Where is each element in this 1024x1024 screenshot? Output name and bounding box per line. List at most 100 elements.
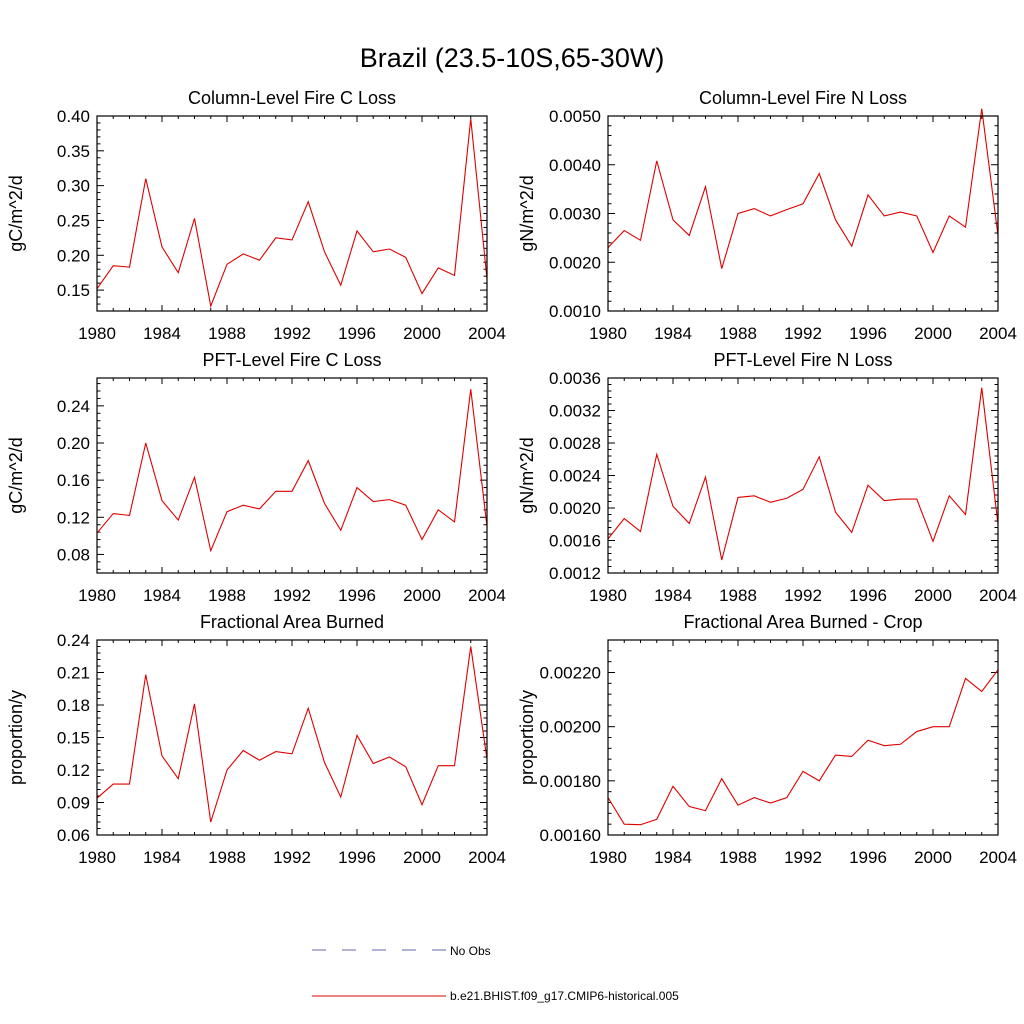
y-axis-label: proportion/y [6, 690, 26, 785]
x-tick-label: 2000 [403, 848, 441, 867]
y-tick-label: 0.0024 [549, 467, 601, 486]
y-axis-label: gN/m^2/d [517, 437, 537, 513]
y-tick-label: 0.0032 [549, 402, 601, 421]
panel-1: Column-Level Fire C Loss gC/m^2/d 1980 1984… [6, 88, 506, 343]
x-tick-label: 1980 [589, 848, 627, 867]
panel-4: PFT-Level Fire N Loss gN/m^2/d 1980 1984 198… [517, 350, 1017, 605]
y-tick-label: 0.0030 [549, 205, 601, 224]
panels: Column-Level Fire C Loss gC/m^2/d 1980 1984… [6, 88, 1017, 867]
x-tick-label: 1992 [784, 848, 822, 867]
x-tick-label: 1992 [784, 324, 822, 343]
series-line-1 [96, 389, 488, 553]
figure-title: Brazil (23.5-10S,65-30W) [360, 43, 665, 73]
y-tick-label: 0.25 [57, 211, 90, 230]
legend-label-model: b.e21.BHIST.f09_g17.CMIP6-historical.005 [450, 989, 679, 1003]
x-tick-label: 1988 [208, 324, 246, 343]
y-tick-label: 0.00200 [540, 718, 601, 737]
x-tick-label: 2000 [914, 586, 952, 605]
y-tick-label: 0.30 [57, 177, 90, 196]
panel-title: Fractional Area Burned [200, 612, 384, 632]
panel-title: PFT-Level Fire N Loss [713, 350, 892, 370]
x-tick-label: 1996 [338, 848, 376, 867]
x-tick-label: 1984 [143, 324, 181, 343]
x-tick-label: 1980 [589, 586, 627, 605]
series-line-1 [607, 387, 999, 561]
panel-3: PFT-Level Fire C Loss gC/m^2/d 1980 1984 198… [6, 350, 506, 605]
x-tick-label: 2004 [468, 324, 506, 343]
x-tick-label: 2000 [914, 848, 952, 867]
plot-frame [607, 115, 999, 312]
series-line-1 [96, 118, 488, 309]
y-tick-label: 0.09 [57, 794, 90, 813]
y-tick-label: 0.0012 [549, 564, 601, 583]
y-tick-label: 0.15 [57, 729, 90, 748]
x-tick-label: 2004 [979, 586, 1017, 605]
x-tick-label: 1984 [654, 324, 692, 343]
y-tick-label: 0.00220 [540, 664, 601, 683]
y-tick-label: 0.24 [57, 631, 90, 650]
panel-5: Fractional Area Burned proportion/y 1980 19… [6, 612, 506, 867]
x-tick-label: 2004 [468, 586, 506, 605]
panel-title: Column-Level Fire C Loss [188, 88, 396, 108]
y-tick-label: 0.0028 [549, 434, 601, 453]
x-tick-label: 1996 [338, 324, 376, 343]
y-axis-label: gN/m^2/d [517, 175, 537, 251]
x-tick-label: 1992 [784, 586, 822, 605]
x-tick-label: 1988 [719, 586, 757, 605]
y-tick-label: 0.16 [57, 471, 90, 490]
legend: No Obs b.e21.BHIST.f09_g17.CMIP6-histori… [312, 944, 679, 1003]
x-tick-label: 2000 [403, 324, 441, 343]
plot-frame [96, 115, 488, 312]
panel-title: Fractional Area Burned - Crop [683, 612, 922, 632]
y-tick-label: 0.12 [57, 761, 90, 780]
x-tick-label: 1984 [143, 848, 181, 867]
x-tick-label: 1988 [719, 848, 757, 867]
x-tick-label: 2004 [979, 848, 1017, 867]
y-tick-label: 0.0020 [549, 499, 601, 518]
y-tick-label: 0.20 [57, 434, 90, 453]
x-tick-label: 1988 [208, 848, 246, 867]
y-tick-label: 0.12 [57, 508, 90, 527]
y-axis-label: gC/m^2/d [6, 175, 26, 251]
y-axis-label: proportion/y [517, 690, 537, 785]
y-tick-label: 0.08 [57, 545, 90, 564]
x-tick-label: 1992 [273, 586, 311, 605]
x-tick-label: 1992 [273, 848, 311, 867]
plot-frame [96, 639, 488, 836]
legend-label-no-obs: No Obs [450, 944, 491, 958]
series-line-1 [607, 108, 999, 269]
y-tick-label: 0.00160 [540, 826, 601, 845]
x-tick-label: 2000 [914, 324, 952, 343]
x-tick-label: 1980 [78, 324, 116, 343]
x-tick-label: 1988 [208, 586, 246, 605]
plot-frame [96, 377, 488, 574]
panel-title: PFT-Level Fire C Loss [202, 350, 381, 370]
y-tick-label: 0.06 [57, 826, 90, 845]
x-tick-label: 1980 [78, 848, 116, 867]
y-tick-label: 0.0016 [549, 532, 601, 551]
y-tick-label: 0.00180 [540, 772, 601, 791]
y-tick-label: 0.20 [57, 246, 90, 265]
y-tick-label: 0.24 [57, 397, 90, 416]
series-line-1 [607, 669, 999, 826]
y-tick-label: 0.35 [57, 142, 90, 161]
y-tick-label: 0.21 [57, 664, 90, 683]
x-tick-label: 1988 [719, 324, 757, 343]
x-tick-label: 1996 [338, 586, 376, 605]
y-tick-label: 0.15 [57, 281, 90, 300]
y-tick-label: 0.0020 [549, 253, 601, 272]
x-tick-label: 2000 [403, 586, 441, 605]
y-axis-label: gC/m^2/d [6, 437, 26, 513]
x-tick-label: 1996 [849, 586, 887, 605]
x-tick-label: 1996 [849, 848, 887, 867]
x-tick-label: 2004 [979, 324, 1017, 343]
panel-6: Fractional Area Burned - Crop proportion/… [517, 612, 1017, 867]
x-tick-label: 1996 [849, 324, 887, 343]
x-tick-label: 1984 [654, 586, 692, 605]
x-tick-label: 2004 [468, 848, 506, 867]
plot-frame [607, 639, 999, 836]
series-line-1 [96, 646, 488, 823]
y-tick-label: 0.0010 [549, 302, 601, 321]
panel-title: Column-Level Fire N Loss [699, 88, 907, 108]
